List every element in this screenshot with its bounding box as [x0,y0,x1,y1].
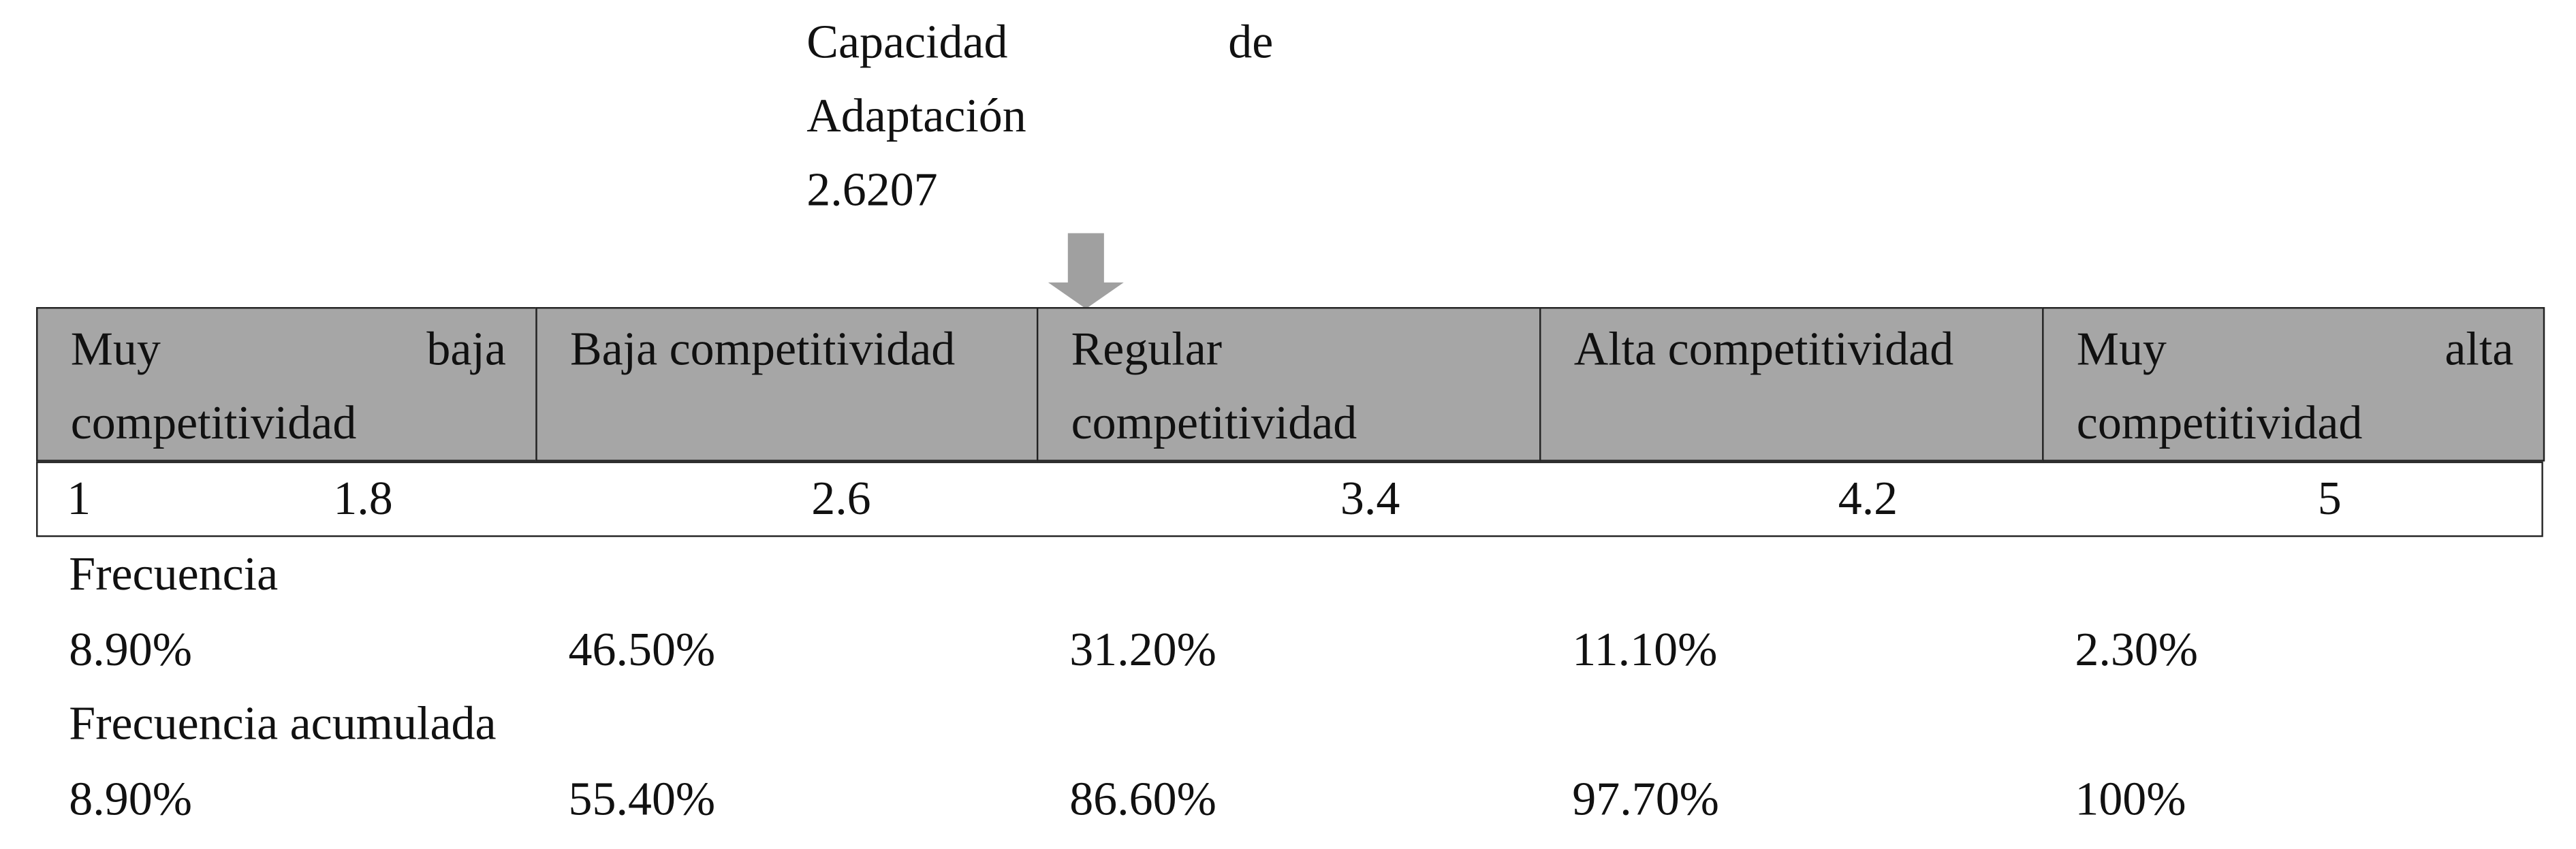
scale-value: 1 [67,472,91,526]
header-cell: Muy alta competitividad [2042,307,2545,462]
scale-value: 2.6 [811,472,871,526]
frequency-value: 31.20% [1069,624,1216,677]
cumulative-value: 55.40% [568,773,716,827]
row-label: Frecuencia acumulada [69,698,497,751]
frequency-value: 8.90% [69,624,193,677]
scale-value: 1.8 [333,472,393,526]
cumulative-value: 100% [2075,773,2186,827]
scale-value: 5 [2317,472,2342,526]
cumulative-value: 8.90% [69,773,193,827]
scale-value: 3.4 [1340,472,1400,526]
header-cell: Muy baja competitividad [36,307,537,462]
annotation-label: Capacidad de Adaptación [806,16,1274,143]
frequency-value: 2.30% [2075,624,2199,677]
header-cell: Alta competitividad [1539,307,2044,462]
annotation-value: 2.6207 [806,164,938,217]
frequency-value: 11.10% [1572,624,1718,677]
scale-value: 4.2 [1838,472,1898,526]
frequency-value: 46.50% [568,624,716,677]
header-cell: Baja competitividad [535,307,1039,462]
header-cell: Regular competitividad [1036,307,1541,462]
scale-row [36,461,2543,537]
cumulative-value: 97.70% [1572,773,1719,827]
cumulative-value: 86.60% [1069,773,1216,827]
row-label: Frecuencia [69,548,279,601]
